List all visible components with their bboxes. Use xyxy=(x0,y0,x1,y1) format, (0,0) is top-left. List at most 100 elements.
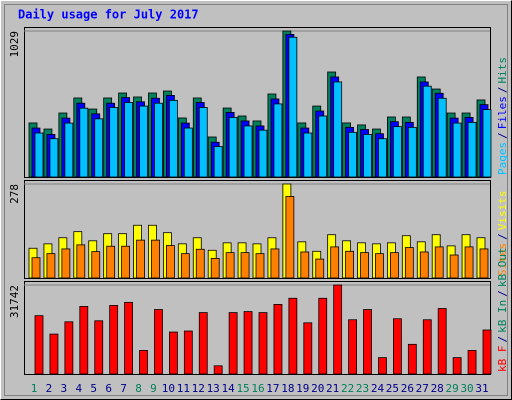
bar xyxy=(318,115,328,178)
x-tick-label: 1 xyxy=(31,382,38,395)
bar xyxy=(180,253,190,279)
x-tick-label: 15 xyxy=(236,382,249,395)
x-tick-label: 30 xyxy=(460,382,473,395)
bar xyxy=(183,127,193,178)
bar xyxy=(333,284,343,375)
bar xyxy=(76,244,86,279)
legend-entry: Pages xyxy=(496,142,509,175)
x-tick-label: 9 xyxy=(150,382,157,395)
bar xyxy=(363,309,372,375)
bar xyxy=(375,253,384,279)
legend-entry: Visits xyxy=(496,191,509,231)
legend-separator: / xyxy=(496,290,509,297)
legend-entry: kB Out xyxy=(496,247,509,287)
bar xyxy=(106,245,116,279)
bar xyxy=(243,311,253,375)
bar xyxy=(437,308,447,375)
x-tick-label: 23 xyxy=(356,382,369,395)
bar xyxy=(225,252,235,279)
legend: Pages / Files / Hits xyxy=(496,57,509,175)
bar xyxy=(94,320,104,375)
x-tick-label: 24 xyxy=(371,382,385,395)
x-tick-label: 14 xyxy=(222,382,236,395)
bar xyxy=(124,301,133,375)
bar xyxy=(467,350,477,375)
bar xyxy=(64,321,74,375)
bar xyxy=(422,319,432,375)
y-tick-label: 31742 xyxy=(8,285,21,318)
x-tick-label: 12 xyxy=(192,382,205,395)
bar xyxy=(255,253,265,279)
bar xyxy=(213,365,223,375)
bar xyxy=(378,138,387,178)
x-tick-label: 21 xyxy=(326,382,339,395)
bar xyxy=(270,248,280,279)
bar xyxy=(333,81,343,178)
bar xyxy=(168,331,178,375)
bar xyxy=(195,248,205,279)
bar xyxy=(139,105,148,178)
x-tick-label: 6 xyxy=(105,382,112,395)
bar xyxy=(464,246,474,279)
x-tick-label: 4 xyxy=(75,382,82,395)
legend-entry: Sites xyxy=(496,243,509,276)
x-tick-label: 27 xyxy=(416,382,429,395)
bar xyxy=(31,257,41,279)
bar xyxy=(165,245,175,279)
x-tick-label: 31 xyxy=(475,382,488,395)
bar xyxy=(392,126,402,178)
bar xyxy=(452,357,462,375)
bar xyxy=(183,330,193,375)
bar xyxy=(34,132,44,178)
x-tick-label: 25 xyxy=(386,382,399,395)
bar xyxy=(273,304,283,375)
x-tick-label: 18 xyxy=(281,382,294,395)
bar xyxy=(318,297,328,375)
x-tick-label: 17 xyxy=(266,382,279,395)
y-tick-label: 278 xyxy=(8,184,21,204)
y-tick-label: 1029 xyxy=(8,31,21,58)
bar xyxy=(288,36,298,178)
bar xyxy=(258,129,268,178)
bar xyxy=(109,107,119,178)
x-tick-label: 3 xyxy=(61,382,68,395)
x-tick-label: 7 xyxy=(120,382,127,395)
bar xyxy=(61,248,71,279)
bar xyxy=(240,252,250,279)
bar xyxy=(79,107,89,178)
frame xyxy=(4,4,508,396)
bar xyxy=(479,248,489,279)
bar xyxy=(124,102,133,178)
bar xyxy=(273,103,283,178)
bar xyxy=(243,125,253,178)
bar xyxy=(210,257,220,279)
x-tick-label: 20 xyxy=(311,382,324,395)
x-tick-label: 16 xyxy=(251,382,264,395)
bar xyxy=(94,118,104,178)
legend: kB F / kB In / kB Out xyxy=(496,247,509,372)
legend: Sites / Visits xyxy=(496,191,509,277)
bar xyxy=(392,318,402,375)
x-tick-label: 5 xyxy=(90,382,97,395)
bar xyxy=(345,250,355,279)
bar xyxy=(121,245,130,279)
bar xyxy=(330,246,340,279)
bar xyxy=(154,309,163,375)
bar xyxy=(198,107,208,178)
bar xyxy=(109,305,119,375)
bar xyxy=(407,343,417,375)
bar xyxy=(407,126,417,178)
x-tick-label: 19 xyxy=(296,382,309,395)
chart-title: Daily usage for July 2017 xyxy=(18,8,199,22)
bar xyxy=(348,131,358,178)
bar xyxy=(228,117,238,178)
bar xyxy=(300,251,310,279)
bar xyxy=(139,350,148,375)
legend-separator: / xyxy=(496,132,509,139)
bar xyxy=(482,329,492,375)
bar xyxy=(258,312,268,375)
bar xyxy=(378,357,387,375)
bar xyxy=(64,122,74,178)
bar xyxy=(79,306,89,375)
